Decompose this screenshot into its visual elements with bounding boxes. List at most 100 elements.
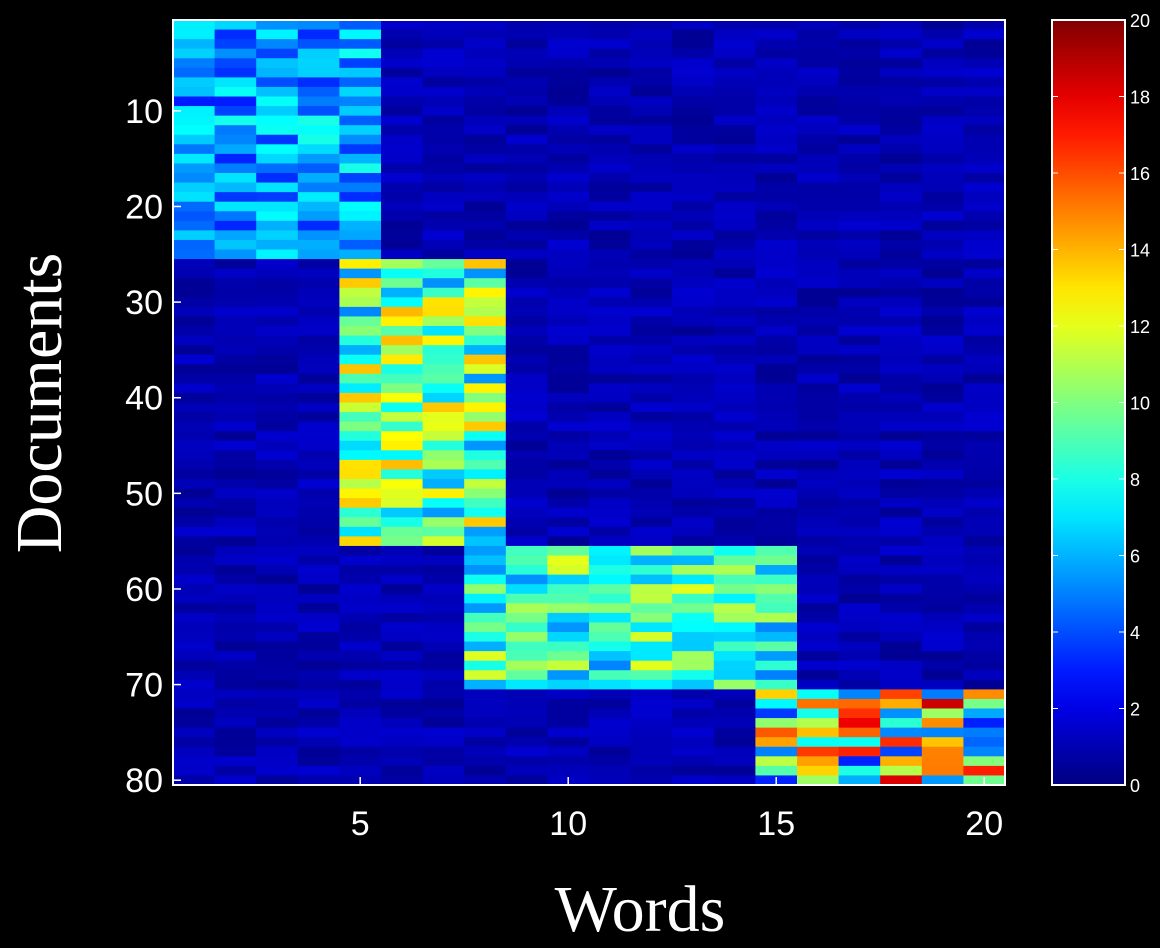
heatmap-cell — [589, 737, 632, 748]
heatmap-cell — [755, 565, 798, 576]
heatmap-cell — [713, 679, 756, 690]
heatmap-cell — [505, 612, 548, 624]
heatmap-cell — [173, 345, 216, 356]
heatmap-cell — [880, 306, 923, 318]
heatmap-cell — [381, 58, 424, 69]
heatmap-cell — [963, 718, 1006, 729]
heatmap-cell — [880, 278, 923, 289]
heatmap-cell — [797, 20, 840, 31]
heatmap-cell — [464, 412, 507, 423]
heatmap-cell — [797, 163, 840, 174]
heatmap-cell — [797, 354, 840, 365]
heatmap-cell — [921, 498, 964, 509]
heatmap-cell — [173, 660, 216, 671]
heatmap-cell — [880, 182, 923, 193]
heatmap-cell — [464, 708, 507, 719]
heatmap-cell — [797, 306, 840, 318]
heatmap-cell — [173, 230, 216, 241]
heatmap-cell — [339, 163, 382, 174]
heatmap-cell — [173, 297, 216, 308]
heatmap-cell — [589, 153, 632, 165]
heatmap-cell — [505, 746, 548, 757]
heatmap-cell — [630, 134, 673, 145]
heatmap-cell — [880, 574, 923, 585]
heatmap-cell — [256, 660, 299, 671]
heatmap-cell — [797, 421, 840, 432]
heatmap-cell — [297, 354, 340, 365]
heatmap-cell — [797, 211, 840, 222]
heatmap-cell — [921, 278, 964, 289]
heatmap-cell — [713, 268, 756, 279]
heatmap-cell — [838, 278, 881, 289]
heatmap-cell — [214, 39, 257, 50]
heatmap-cell — [339, 765, 382, 777]
heatmap-cell — [672, 507, 715, 518]
heatmap-cell — [339, 345, 382, 356]
heatmap-cell — [755, 698, 798, 710]
heatmap-cell — [880, 555, 923, 566]
heatmap-cell — [880, 402, 923, 413]
heatmap-cell — [630, 20, 673, 31]
heatmap-cell — [297, 479, 340, 490]
heatmap-cell — [339, 316, 382, 327]
heatmap-cell — [381, 526, 424, 537]
heatmap-cell — [797, 479, 840, 490]
heatmap-cell — [256, 316, 299, 327]
heatmap-cell — [464, 402, 507, 413]
heatmap-cell — [173, 29, 216, 40]
heatmap-cell — [921, 526, 964, 537]
heatmap-cell — [256, 632, 299, 643]
heatmap-cell — [672, 775, 715, 786]
heatmap-cell — [256, 555, 299, 566]
heatmap-cell — [381, 670, 424, 681]
heatmap-cell — [630, 239, 673, 251]
heatmap-cell — [381, 498, 424, 509]
heatmap-cell — [381, 479, 424, 490]
heatmap-cell — [755, 660, 798, 671]
heatmap-cell — [547, 498, 590, 509]
heatmap-cell — [464, 20, 507, 31]
heatmap-cell — [921, 612, 964, 624]
y-tick-label: 40 — [125, 380, 163, 418]
heatmap-cell — [921, 192, 964, 203]
heatmap-cell — [921, 479, 964, 490]
heatmap-cell — [381, 517, 424, 528]
heatmap-cell — [838, 134, 881, 145]
heatmap-cell — [547, 144, 590, 155]
heatmap-cell — [838, 96, 881, 107]
heatmap-cell — [464, 526, 507, 537]
heatmap-cell — [505, 48, 548, 59]
heatmap-cell — [464, 431, 507, 442]
heatmap-cell — [381, 326, 424, 337]
heatmap-cell — [589, 431, 632, 442]
heatmap-cell — [214, 173, 257, 184]
heatmap-cell — [297, 698, 340, 710]
heatmap-cell — [755, 670, 798, 681]
heatmap-cell — [173, 144, 216, 155]
heatmap-cell — [713, 354, 756, 365]
heatmap-cell — [464, 756, 507, 767]
heatmap-cell — [880, 316, 923, 327]
heatmap-cell — [797, 431, 840, 442]
heatmap-cell — [173, 239, 216, 251]
heatmap-cell — [921, 756, 964, 767]
heatmap-cell — [921, 765, 964, 777]
heatmap-cell — [505, 182, 548, 193]
heatmap-cell — [797, 77, 840, 88]
heatmap-cell — [797, 545, 840, 557]
heatmap-cell — [838, 421, 881, 432]
heatmap-cell — [381, 574, 424, 585]
heatmap-cell — [547, 708, 590, 719]
heatmap-cell — [672, 488, 715, 499]
heatmap-cell — [297, 182, 340, 193]
heatmap-cell — [963, 134, 1006, 145]
heatmap-cell — [921, 125, 964, 136]
heatmap-cell — [797, 727, 840, 738]
heatmap-cell — [713, 584, 756, 595]
heatmap-cell — [880, 29, 923, 40]
heatmap-cell — [589, 651, 632, 662]
plot-frame — [172, 19, 1006, 786]
heatmap-cell — [214, 106, 257, 117]
heatmap-cell — [755, 297, 798, 308]
